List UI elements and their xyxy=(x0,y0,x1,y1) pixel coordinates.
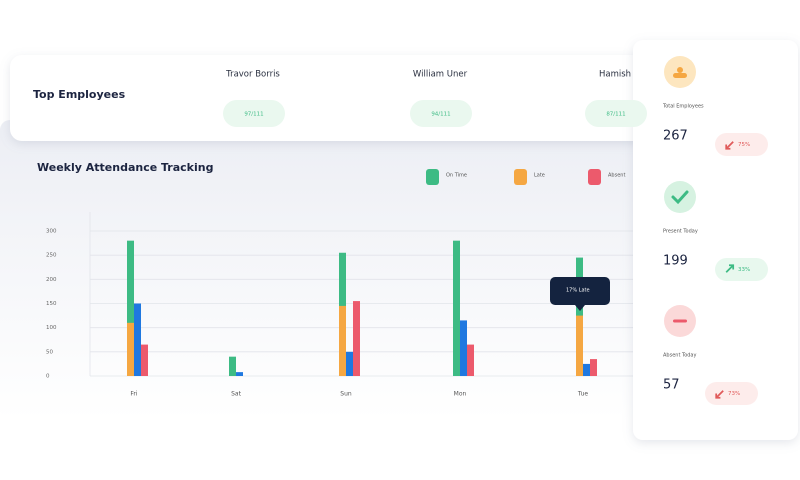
bar xyxy=(236,372,243,376)
bar xyxy=(346,351,353,376)
tooltip xyxy=(550,277,610,305)
change-pill xyxy=(705,382,758,405)
bar xyxy=(583,363,590,376)
icon-glyph xyxy=(673,319,687,323)
x-tick-label: Tue xyxy=(577,391,589,398)
stat-label: Total Employees xyxy=(662,104,704,110)
x-tick-label: Mon xyxy=(454,391,467,398)
change-value: 33% xyxy=(738,267,750,273)
x-tick-label: Fri xyxy=(130,391,137,398)
y-tick-label: 150 xyxy=(46,301,57,307)
tooltip-arrow xyxy=(575,305,585,311)
bar xyxy=(127,322,134,376)
stat-value: 267 xyxy=(663,129,688,144)
chart-panel xyxy=(0,120,650,420)
legend-swatch xyxy=(426,169,439,185)
y-tick-label: 250 xyxy=(46,253,57,259)
change-value: 73% xyxy=(728,391,740,397)
legend-swatch xyxy=(588,169,601,185)
legend-label: Late xyxy=(534,173,545,179)
score-pill xyxy=(223,100,285,127)
chart: 0 50 100 150 200 250 300 On Time Late Absent Fri Sa… xyxy=(46,169,640,398)
x-tick-label: Sat xyxy=(231,391,241,398)
y-tick-label: 0 xyxy=(46,374,50,380)
stat-value: 57 xyxy=(663,378,680,393)
bar xyxy=(453,240,460,376)
stats-card xyxy=(633,40,798,440)
y-tick-label: 50 xyxy=(46,349,53,355)
employee-score: 94/111 xyxy=(431,112,450,118)
stat-icon xyxy=(664,181,696,213)
stat-label: Absent Today xyxy=(663,353,696,359)
employee-name: William Uner xyxy=(413,70,468,80)
bar xyxy=(460,320,467,376)
score-pill xyxy=(410,100,472,127)
bar xyxy=(229,356,236,376)
trend-arrow xyxy=(725,141,734,150)
icon-glyph xyxy=(677,67,683,73)
stats: Total Employees 267 75% Present Today 199 33%… xyxy=(662,56,768,405)
score-pill xyxy=(585,100,647,127)
bar xyxy=(467,344,474,376)
card-title: Top Employees xyxy=(33,88,126,101)
employee-score: 87/111 xyxy=(606,112,625,118)
change-pill xyxy=(715,258,768,281)
employee-score: 97/111 xyxy=(244,112,263,118)
icon-glyph xyxy=(673,73,687,78)
y-tick-label: 300 xyxy=(46,229,57,235)
bar xyxy=(134,303,141,376)
legend-label: Absent xyxy=(608,173,625,179)
legend-label: On Time xyxy=(446,173,467,179)
legend-swatch xyxy=(514,169,527,185)
bar xyxy=(141,344,148,376)
bar xyxy=(353,301,360,376)
y-tick-label: 100 xyxy=(46,325,57,331)
employee-name: Hamish xyxy=(599,70,631,80)
bar xyxy=(339,305,346,376)
change-value: 75% xyxy=(738,142,750,148)
y-tick-label: 200 xyxy=(46,277,57,283)
top-employees-card xyxy=(10,55,650,141)
stat-label: Present Today xyxy=(663,229,698,235)
chart-title: Weekly Attendance Tracking xyxy=(37,161,213,174)
bar xyxy=(127,240,134,376)
bar xyxy=(590,359,597,376)
employee-name: Travor Borris xyxy=(225,70,280,80)
stat-value: 199 xyxy=(663,254,688,269)
change-pill xyxy=(715,133,768,156)
x-tick-label: Sun xyxy=(340,391,352,398)
tooltip-text: 17% Late xyxy=(566,288,590,294)
trend-arrow xyxy=(725,264,735,273)
icon-glyph xyxy=(671,190,689,205)
bar xyxy=(576,315,583,376)
trend-arrow xyxy=(715,390,724,399)
